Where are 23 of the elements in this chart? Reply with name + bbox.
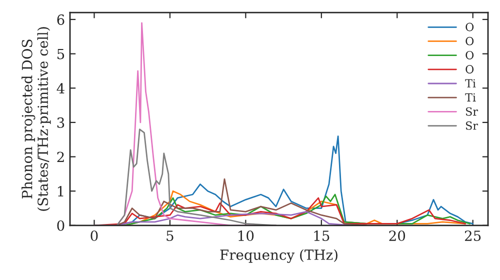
legend-label: Ti bbox=[465, 79, 476, 88]
x-axis-title: Frequency (THz) bbox=[220, 249, 338, 263]
legend-label: Sr bbox=[466, 121, 478, 130]
y-tick-label: 4 bbox=[56, 83, 64, 94]
x-tick-label: 10 bbox=[238, 230, 254, 242]
y-tick-label: 3 bbox=[57, 117, 64, 128]
y-axis-title: Phonon projected DOS (States/THz·primitive cell) bbox=[22, 27, 51, 211]
x-tick-label: 0 bbox=[90, 230, 98, 242]
y-tick-label: 6 bbox=[57, 14, 64, 25]
x-tick-label: 25 bbox=[464, 230, 481, 242]
legend-label: O bbox=[466, 50, 474, 60]
y-tick-label: 2 bbox=[57, 152, 64, 162]
legend-label: O bbox=[466, 36, 474, 46]
y-tick-label: 1 bbox=[58, 186, 64, 196]
x-tick-label: 15 bbox=[314, 230, 330, 242]
y-tick-label: 0 bbox=[57, 220, 64, 231]
y-tick-label: 5 bbox=[57, 48, 64, 60]
legend-label: Ti bbox=[465, 93, 476, 102]
legend-label: O bbox=[466, 65, 474, 74]
x-tick-label: 5 bbox=[166, 230, 174, 242]
legend-label: O bbox=[466, 22, 474, 32]
legend-label: Sr bbox=[466, 107, 478, 116]
x-tick-label: 20 bbox=[389, 230, 406, 242]
